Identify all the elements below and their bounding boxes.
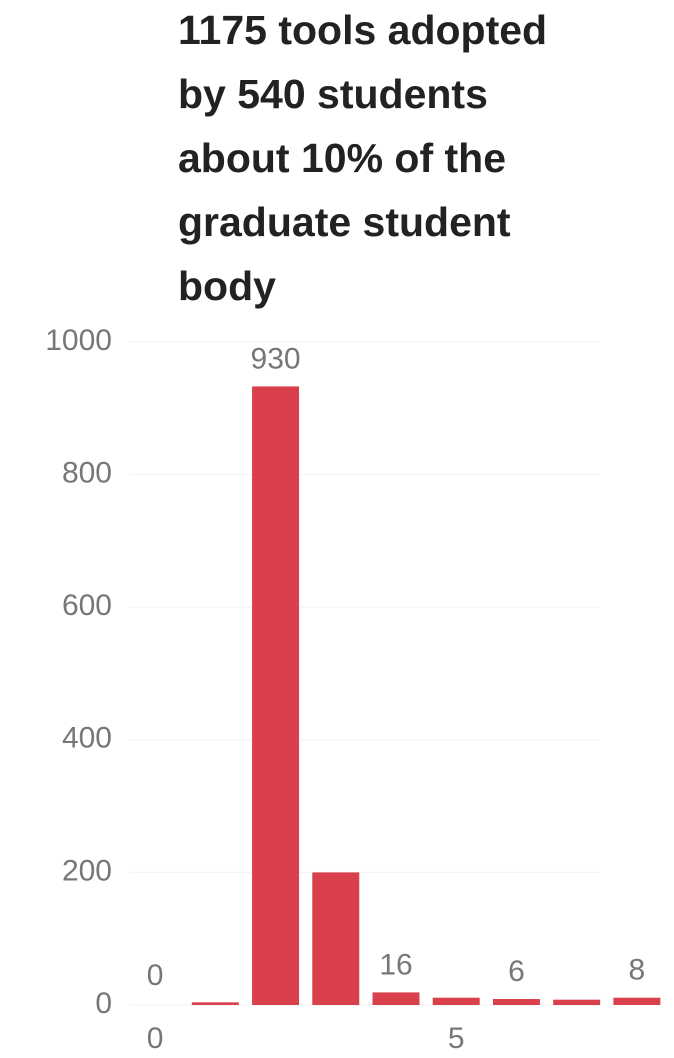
- data-label: 16: [379, 948, 412, 981]
- x-tick-label: 5: [448, 1022, 465, 1055]
- data-label: 6: [508, 955, 525, 988]
- y-tick-label: 600: [62, 589, 112, 622]
- bar: [191, 1002, 239, 1005]
- data-label: 8: [629, 954, 646, 987]
- bar: [492, 999, 540, 1005]
- bar: [312, 872, 360, 1005]
- bar: [372, 992, 420, 1005]
- chart-title: graduate student: [178, 199, 511, 245]
- data-label: 0: [147, 959, 164, 992]
- y-tick-label: 0: [95, 987, 112, 1020]
- y-tick-label: 200: [62, 854, 112, 887]
- chart-title: body: [178, 263, 276, 309]
- bar: [432, 997, 480, 1005]
- data-label: 930: [251, 342, 301, 375]
- chart-title: about 10% of the: [178, 135, 506, 181]
- x-tick-label: 0: [147, 1022, 164, 1055]
- y-tick-label: 400: [62, 722, 112, 755]
- bar: [613, 997, 661, 1005]
- chart-title: by 540 students: [178, 71, 488, 117]
- bar: [553, 999, 601, 1005]
- bar: [252, 386, 300, 1005]
- y-tick-label: 800: [62, 457, 112, 490]
- chart-title: 1175 tools adopted: [178, 7, 547, 53]
- y-tick-label: 1000: [45, 324, 112, 357]
